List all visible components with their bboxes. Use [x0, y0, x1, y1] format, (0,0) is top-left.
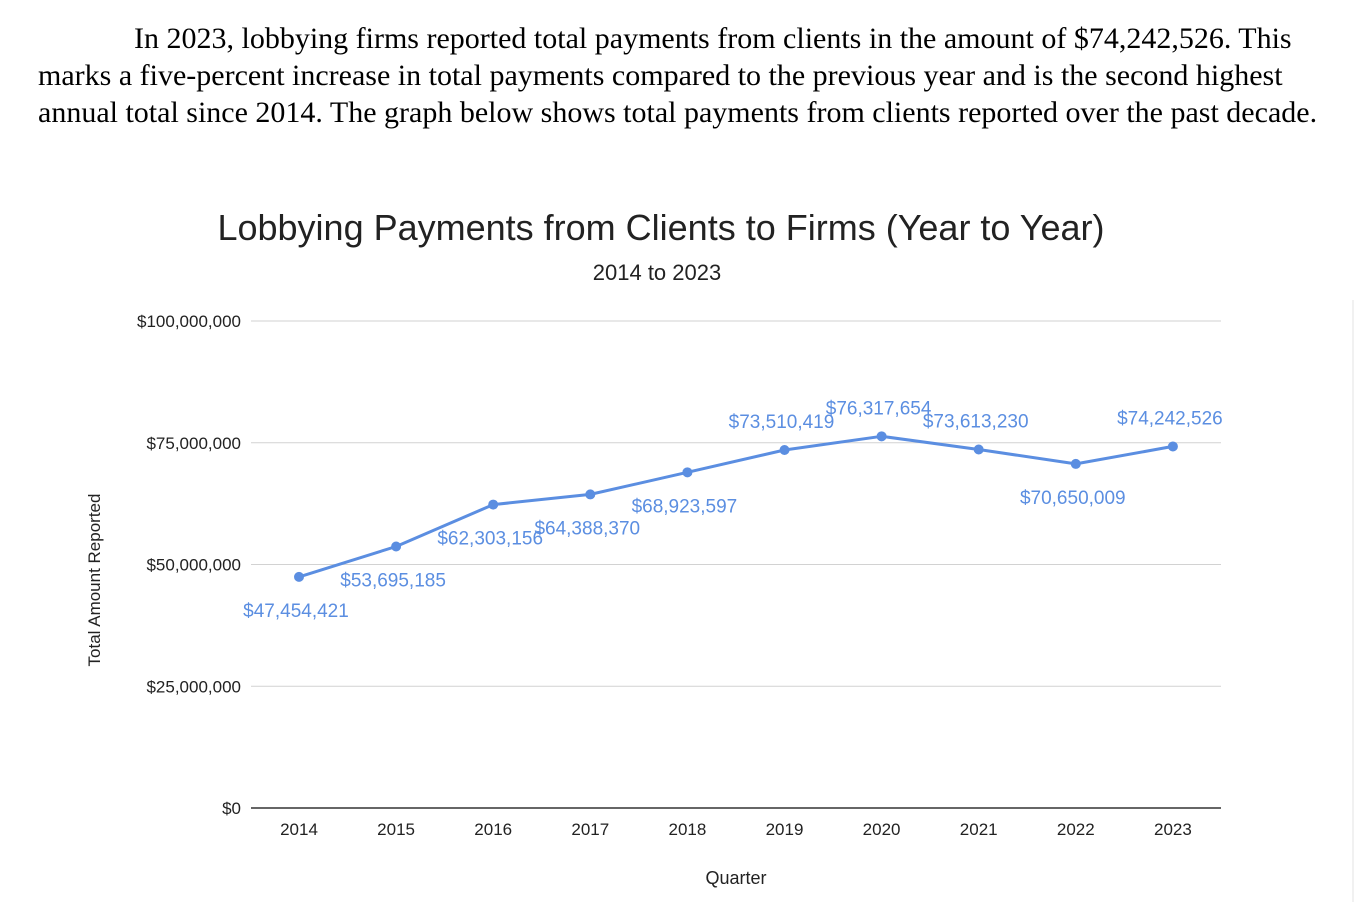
x-tick-label: 2016 — [474, 820, 512, 839]
data-point — [488, 499, 499, 510]
data-labels: $47,454,421 $53,695,185 $62,303,156$64,388… — [243, 398, 1223, 622]
y-tick-label: $25,000,000 — [146, 677, 241, 696]
x-tick-label: 2020 — [863, 820, 901, 839]
intro-paragraph: In 2023, lobbying firms reported total p… — [38, 22, 1318, 129]
data-point — [876, 431, 887, 442]
x-tick-label: 2021 — [960, 820, 998, 839]
chart-subtitle: 2014 to 2023 — [593, 260, 721, 285]
series-line-path — [297, 434, 1175, 579]
x-axis-title: Quarter — [705, 868, 766, 888]
series-line — [297, 434, 1175, 579]
data-point — [1167, 441, 1178, 452]
data-point — [1070, 458, 1081, 469]
y-axis-title: Total Amount Reported — [85, 494, 104, 667]
x-tick-label: 2022 — [1057, 820, 1095, 839]
x-tick-label: 2019 — [766, 820, 804, 839]
data-label: $73,613,230 — [923, 412, 1029, 433]
data-label: $74,242,526 — [1117, 408, 1223, 429]
data-points — [294, 431, 1178, 582]
x-axis-ticks: 2014 2015 2016 2017 2018 2019 2020 2021 2022 2023 — [280, 820, 1192, 839]
gridlines — [251, 320, 1221, 809]
data-label: $70,650,009 — [1020, 488, 1126, 509]
data-label: $53,695,185 — [340, 571, 446, 592]
y-tick-label: $50,000,000 — [146, 556, 241, 575]
data-label: $64,388,370 — [534, 518, 640, 539]
y-axis-ticks: $0 $25,000,000 $50,000,000 $75,000,000 $100,… — [137, 312, 241, 818]
chart-title: Lobbying Payments from Clients to Firms … — [217, 207, 1104, 248]
data-label: $68,923,597 — [632, 496, 738, 517]
x-tick-label: 2017 — [571, 820, 609, 839]
data-label: $62,303,156 — [437, 529, 543, 550]
data-label: $47,454,421 — [243, 601, 349, 622]
data-point — [391, 541, 402, 552]
x-tick-label: 2023 — [1154, 820, 1192, 839]
data-point — [779, 445, 790, 456]
y-tick-label: $75,000,000 — [146, 434, 241, 453]
data-point — [973, 444, 984, 455]
data-point — [294, 571, 304, 582]
y-tick-label: $100,000,000 — [137, 312, 241, 331]
x-tick-label: 2014 — [280, 820, 318, 839]
data-label: $73,510,419 — [729, 412, 835, 433]
data-point — [682, 467, 693, 478]
page-edge — [1352, 300, 1354, 902]
x-tick-label: 2018 — [668, 820, 706, 839]
data-point — [585, 489, 596, 500]
x-tick-label: 2015 — [377, 820, 415, 839]
data-label: $76,317,654 — [826, 398, 932, 419]
y-tick-label: $0 — [222, 799, 241, 818]
